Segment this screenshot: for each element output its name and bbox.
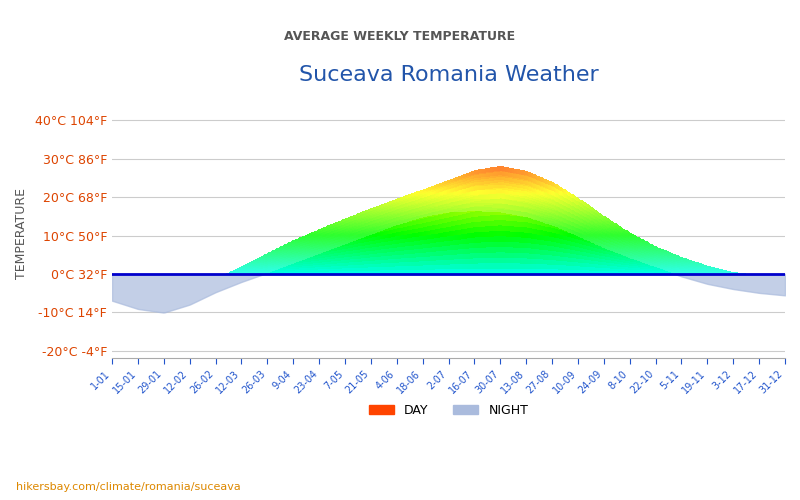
Legend: DAY, NIGHT: DAY, NIGHT	[364, 399, 534, 422]
Title: Suceava Romania Weather: Suceava Romania Weather	[298, 65, 598, 85]
Text: AVERAGE WEEKLY TEMPERATURE: AVERAGE WEEKLY TEMPERATURE	[285, 30, 515, 43]
Text: hikersbay.com/climate/romania/suceava: hikersbay.com/climate/romania/suceava	[16, 482, 241, 492]
Y-axis label: TEMPERATURE: TEMPERATURE	[15, 188, 28, 279]
